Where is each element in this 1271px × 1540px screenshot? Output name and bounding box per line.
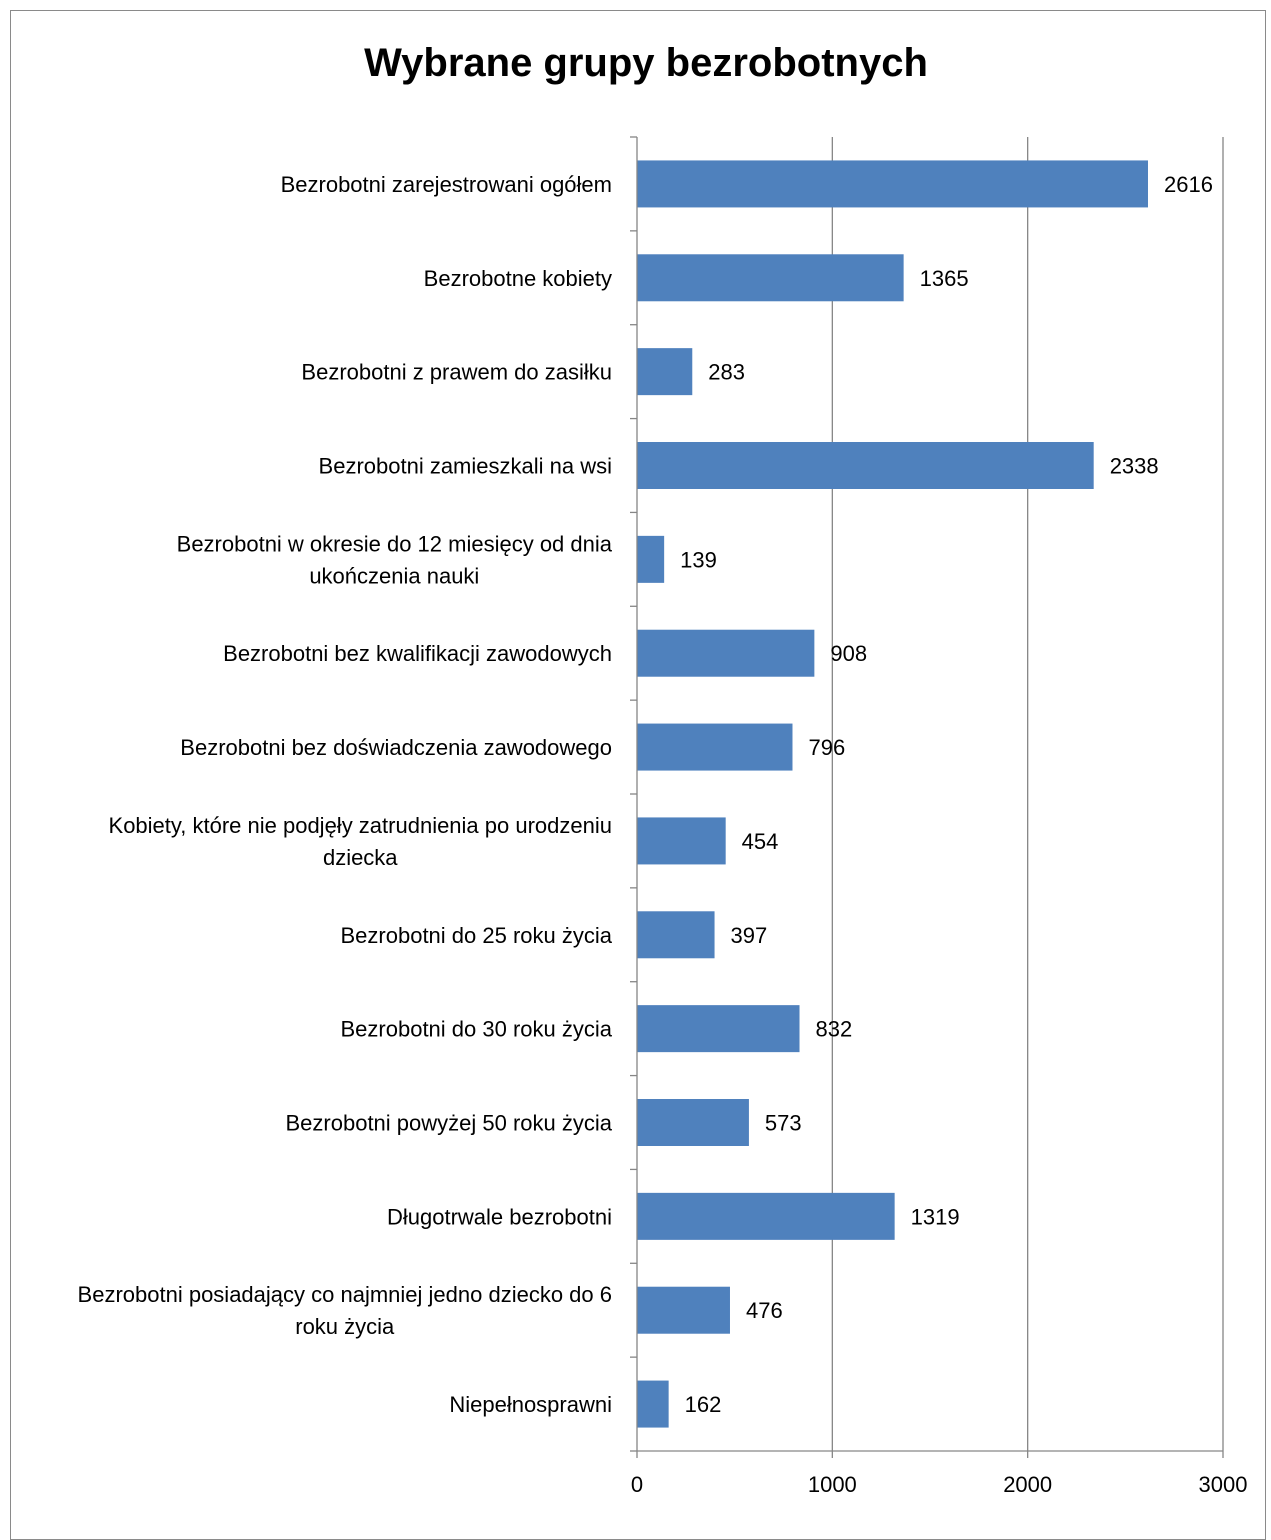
chart-title: Wybrane grupy bezrobotnych	[364, 41, 928, 85]
bar	[637, 911, 715, 959]
category-label-line: ukończenia nauki	[309, 563, 479, 588]
category-label-line: Bezrobotni bez doświadczenia zawodowego	[180, 735, 612, 760]
x-tick-label: 1000	[808, 1472, 857, 1497]
gridlines	[831, 137, 1224, 1451]
category-label: Bezrobotni posiadający co najmniej jedno…	[78, 1282, 612, 1339]
category-label-line: Bezrobotne kobiety	[424, 266, 612, 291]
bar	[637, 160, 1148, 208]
category-label: Bezrobotni zarejestrowani ogółem	[281, 172, 612, 197]
data-label: 2616	[1164, 172, 1213, 197]
labels: 0 1000 2000 3000 2616 Bezrobotni zarejestrowa…	[78, 172, 1248, 1497]
category-label-line: Kobiety, które nie podjęły zatrudnienia …	[109, 813, 612, 838]
data-label: 832	[816, 1017, 853, 1042]
bar	[637, 535, 665, 583]
category-label: Bezrobotni powyżej 50 roku życia	[286, 1111, 613, 1136]
category-label-line: roku życia	[295, 1314, 395, 1339]
category-label: Bezrobotne kobiety	[424, 266, 612, 291]
bar	[637, 1099, 749, 1146]
category-label-line: Bezrobotni powyżej 50 roku życia	[286, 1111, 613, 1136]
category-label-line: Bezrobotni bez kwalifikacji zawodowych	[223, 641, 612, 666]
bar	[637, 723, 793, 771]
axes	[630, 136, 1224, 1458]
data-label: 1365	[920, 266, 969, 291]
bar	[637, 1380, 669, 1428]
data-label: 139	[680, 547, 717, 572]
category-label: Bezrobotni do 25 roku życia	[341, 923, 613, 948]
category-label: Kobiety, które nie podjęły zatrudnienia …	[109, 813, 612, 870]
category-label: Bezrobotni zamieszkali na wsi	[319, 454, 612, 479]
bar	[637, 254, 904, 302]
data-label: 796	[808, 735, 845, 760]
data-label: 573	[765, 1111, 802, 1136]
category-label-line: Bezrobotni zarejestrowani ogółem	[281, 172, 612, 197]
category-label: Bezrobotni bez doświadczenia zawodowego	[180, 735, 612, 760]
bar	[637, 1192, 895, 1240]
bar	[637, 817, 726, 865]
x-tick-label: 2000	[1003, 1472, 1052, 1497]
category-label-line: Długotrwale bezrobotni	[387, 1204, 612, 1229]
bar	[637, 348, 693, 396]
category-label-line: Bezrobotni z prawem do zasiłku	[301, 360, 612, 385]
data-label: 454	[742, 829, 779, 854]
x-tick-label: 0	[631, 1472, 643, 1497]
category-label-line: dziecka	[323, 845, 398, 870]
category-label: Bezrobotni w okresie do 12 miesięcy od d…	[177, 531, 613, 588]
bar	[637, 442, 1094, 489]
category-label-line: Bezrobotni w okresie do 12 miesięcy od d…	[177, 531, 613, 556]
data-label: 908	[830, 641, 867, 666]
bars	[637, 160, 1148, 1428]
category-label: Bezrobotni bez kwalifikacji zawodowych	[223, 641, 612, 666]
bar	[637, 629, 815, 677]
category-label-line: Bezrobotni do 25 roku życia	[341, 923, 613, 948]
category-label-line: Bezrobotni do 30 roku życia	[341, 1017, 613, 1042]
category-label-line: Niepełnosprawni	[449, 1392, 612, 1417]
data-label: 2338	[1110, 454, 1159, 479]
data-label: 283	[708, 360, 745, 385]
category-label: Bezrobotni z prawem do zasiłku	[301, 360, 612, 385]
data-label: 1319	[911, 1204, 960, 1229]
bar	[637, 1286, 730, 1334]
data-label: 476	[746, 1298, 783, 1323]
category-label-line: Bezrobotni posiadający co najmniej jedno…	[78, 1282, 612, 1307]
category-label: Bezrobotni do 30 roku życia	[341, 1017, 613, 1042]
data-label: 162	[685, 1392, 722, 1417]
data-label: 397	[731, 923, 768, 948]
category-label-line: Bezrobotni zamieszkali na wsi	[319, 454, 612, 479]
x-tick-label: 3000	[1199, 1472, 1248, 1497]
category-label: Długotrwale bezrobotni	[387, 1204, 612, 1229]
bar	[637, 1005, 800, 1053]
category-label: Niepełnosprawni	[449, 1392, 612, 1417]
